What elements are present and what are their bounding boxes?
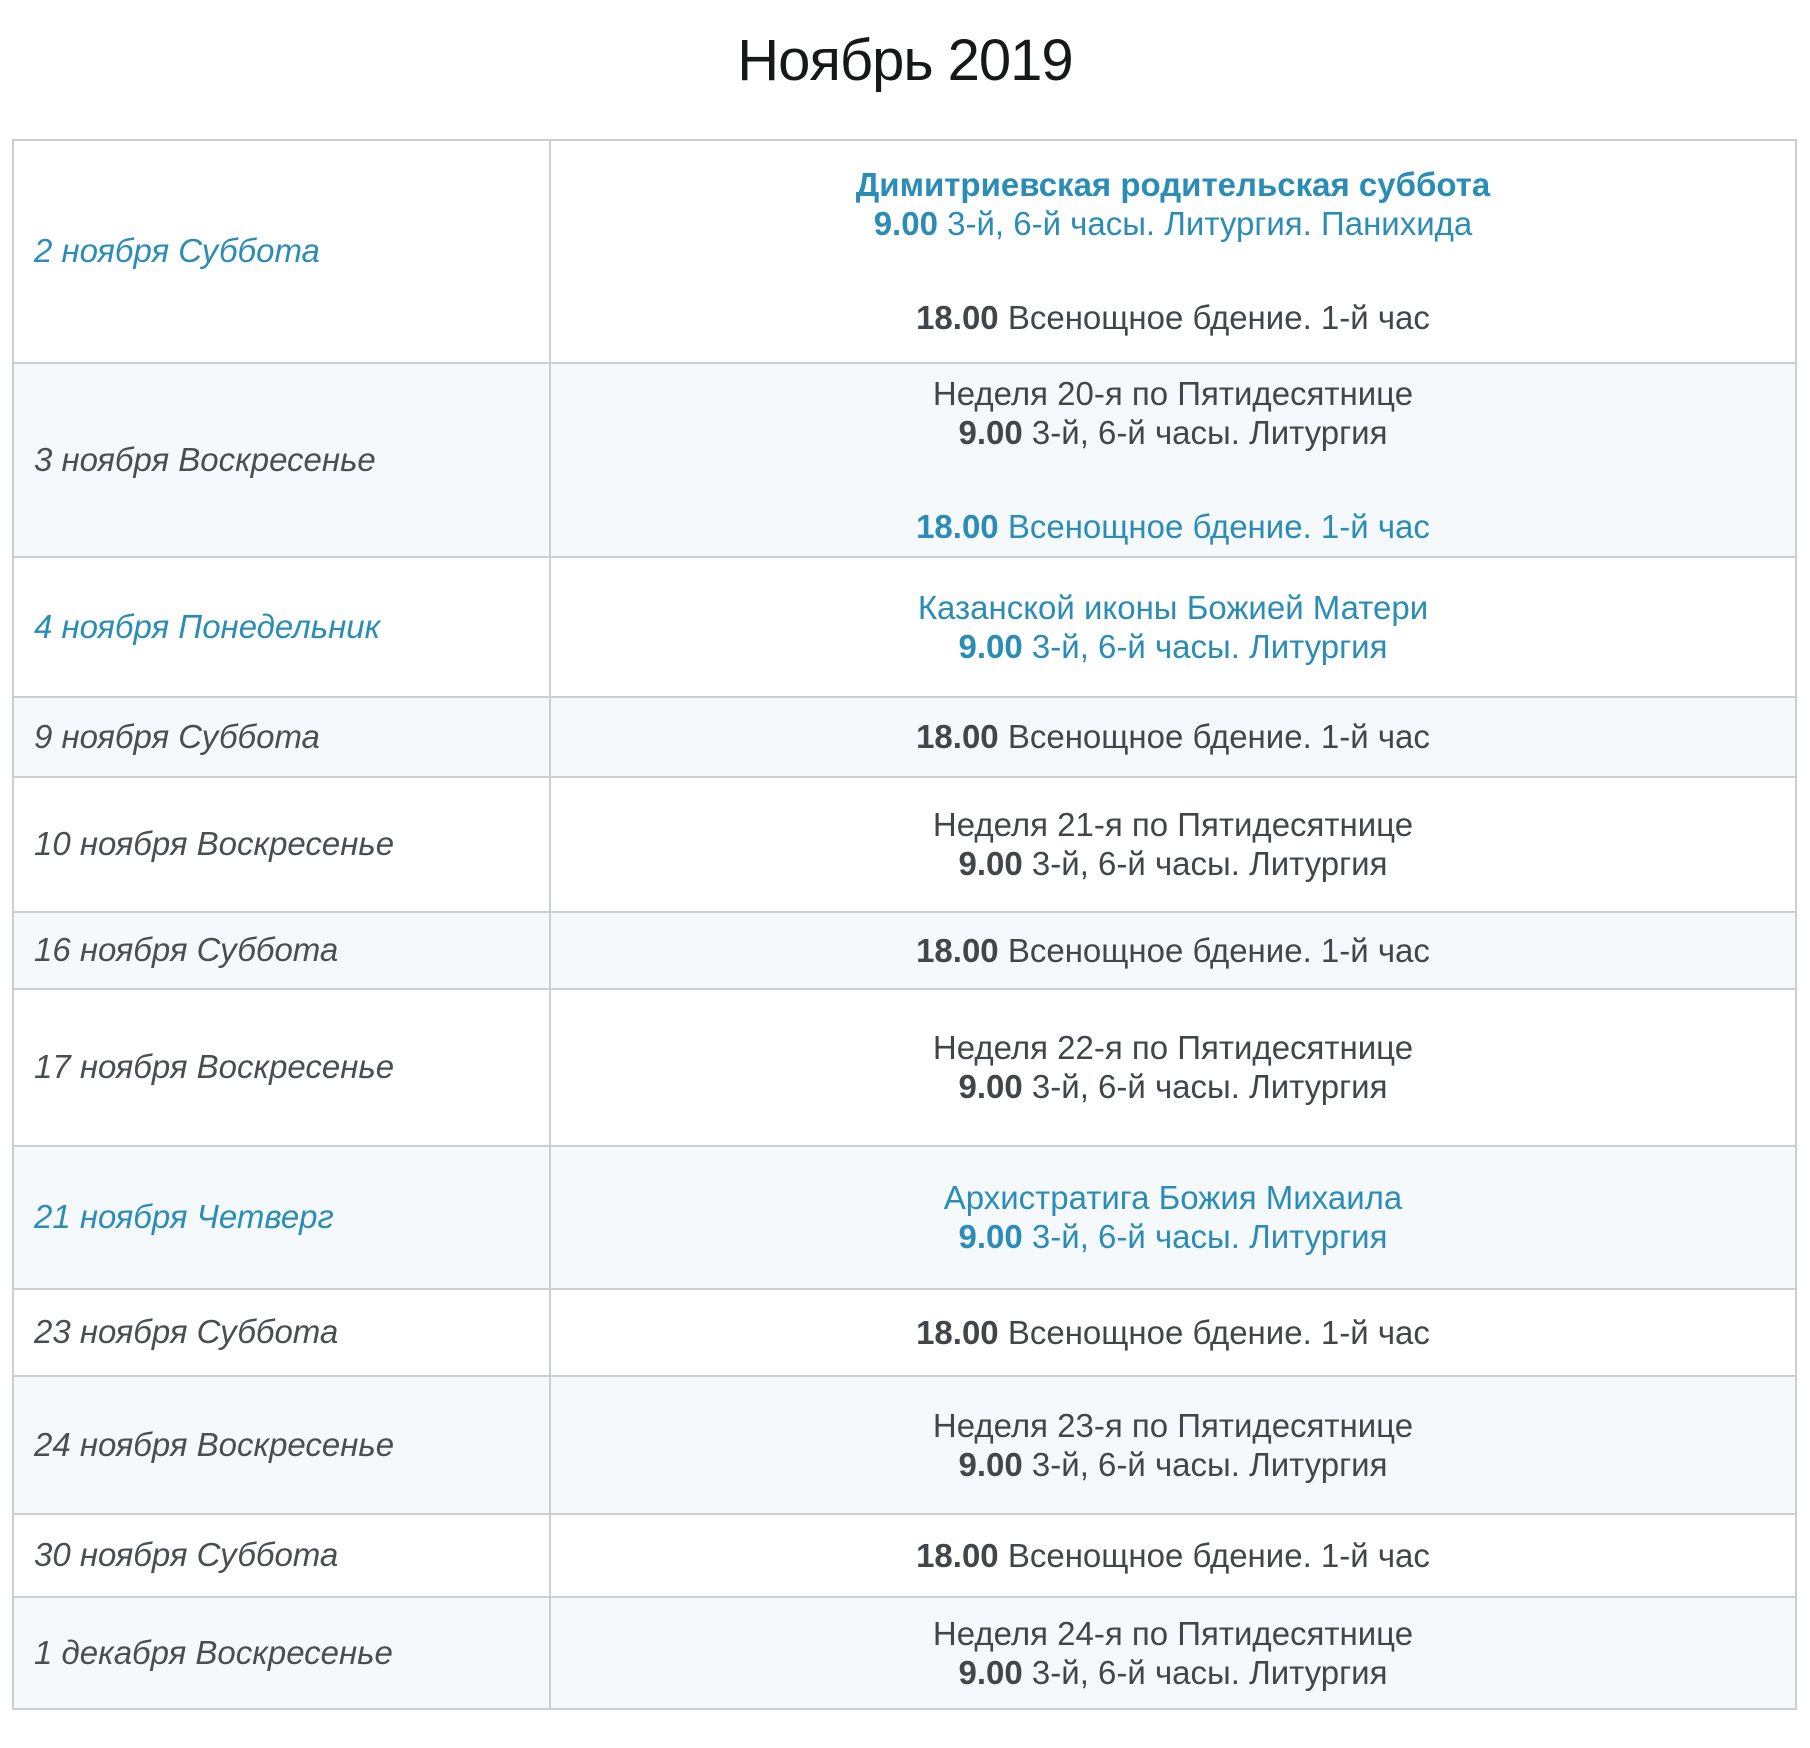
service-line: Архистратига Божия Михаила: [943, 1179, 1403, 1217]
schedule-row: 30 ноября Суббота 18.00 Всенощное бдение.…: [12, 1512, 1797, 1598]
service-line: 9.00 3-й, 6-й часы. Литургия: [958, 1445, 1388, 1483]
service-line: 9.00 3-й, 6-й часы. Литургия: [958, 627, 1388, 665]
services-cell: Неделя 24-я по Пятидесятнице 9.00 3-й, 6-…: [549, 1595, 1797, 1710]
service-block: Архистратига Божия Михаила 9.00 3-й, 6-й …: [565, 1178, 1781, 1256]
date-cell: 21 ноября Четверг: [12, 1144, 551, 1290]
services-cell: Казанской иконы Божией Матери 9.00 3-й, 6…: [549, 555, 1797, 698]
service-line: Неделя 20-я по Пятидесятнице: [932, 374, 1414, 412]
date-cell: 30 ноября Суббота: [12, 1512, 551, 1598]
services-cell: Неделя 22-я по Пятидесятнице 9.00 3-й, 6-…: [549, 987, 1797, 1147]
service-line: 18.00 Всенощное бдение. 1-й час: [916, 718, 1430, 756]
services-cell: Неделя 21-я по Пятидесятнице 9.00 3-й, 6-…: [549, 775, 1797, 913]
service-time: 9.00: [958, 413, 1023, 451]
schedule-row: 2 ноября Суббота Димитриевская родительск…: [12, 138, 1797, 364]
schedule-row: 4 ноября Понедельник Казанской иконы Божи…: [12, 555, 1797, 698]
date-cell: 2 ноября Суббота: [12, 138, 551, 364]
date-cell: 17 ноября Воскресенье: [12, 987, 551, 1147]
service-line: Неделя 23-я по Пятидесятнице: [932, 1406, 1414, 1444]
service-line: 18.00 Всенощное бдение. 1-й час: [916, 931, 1430, 969]
service-line: Неделя 21-я по Пятидесятнице: [932, 806, 1414, 844]
services-cell: 18.00 Всенощное бдение. 1-й час: [549, 1287, 1797, 1377]
service-block: 18.00 Всенощное бдение. 1-й час: [565, 507, 1781, 546]
service-time: 9.00: [873, 205, 938, 243]
date-cell: 16 ноября Суббота: [12, 910, 551, 990]
service-line: 9.00 3-й, 6-й часы. Литургия: [958, 845, 1388, 883]
service-line: Неделя 24-я по Пятидесятнице: [932, 1614, 1414, 1652]
service-line: 9.00 3-й, 6-й часы. Литургия: [958, 1218, 1388, 1256]
schedule-row: 16 ноября Суббота 18.00 Всенощное бдение.…: [12, 910, 1797, 990]
service-time: 9.00: [958, 627, 1023, 665]
service-time: 9.00: [958, 1445, 1023, 1483]
service-block: Казанской иконы Божией Матери 9.00 3-й, 6…: [565, 588, 1781, 666]
schedule-table: 2 ноября Суббота Димитриевская родительск…: [12, 138, 1797, 1710]
services-cell: 18.00 Всенощное бдение. 1-й час: [549, 1512, 1797, 1598]
schedule-body: 2 ноября Суббота Димитриевская родительск…: [12, 138, 1797, 1710]
services-cell: 18.00 Всенощное бдение. 1-й час: [549, 910, 1797, 990]
schedule-row: 1 декабря Воскресенье Неделя 24-я по Пяти…: [12, 1595, 1797, 1710]
service-line: Димитриевская родительская суббота: [565, 165, 1781, 204]
service-line: Неделя 22-я по Пятидесятнице: [932, 1029, 1414, 1067]
service-line: Казанской иконы Божией Матери: [917, 588, 1429, 626]
date-cell: 9 ноября Суббота: [12, 695, 551, 778]
service-block: 18.00 Всенощное бдение. 1-й час: [565, 298, 1781, 337]
date-cell: 23 ноября Суббота: [12, 1287, 551, 1377]
service-block: Неделя 21-я по Пятидесятнице 9.00 3-й, 6-…: [565, 805, 1781, 883]
services-cell: Неделя 23-я по Пятидесятнице 9.00 3-й, 6-…: [549, 1374, 1797, 1515]
date-cell: 3 ноября Воскресенье: [12, 361, 551, 558]
service-block: Димитриевская родительская суббота 9.00 3…: [565, 165, 1781, 243]
service-time: 18.00: [916, 299, 999, 337]
date-cell: 4 ноября Понедельник: [12, 555, 551, 698]
service-block: Неделя 20-я по Пятидесятнице 9.00 3-й, 6-…: [565, 374, 1781, 452]
service-line: 18.00 Всенощное бдение. 1-й час: [916, 1536, 1430, 1574]
service-line: 9.00 3-й, 6-й часы. Литургия: [958, 413, 1388, 451]
schedule-row: 21 ноября Четверг Архистратига Божия Миха…: [12, 1144, 1797, 1290]
service-time: 9.00: [958, 1068, 1023, 1106]
services-cell: Димитриевская родительская суббота 9.00 3…: [549, 138, 1797, 364]
date-cell: 24 ноября Воскресенье: [12, 1374, 551, 1515]
service-time: 9.00: [958, 845, 1023, 883]
service-line: 9.00 3-й, 6-й часы. Литургия: [958, 1653, 1388, 1691]
service-line: 9.00 3-й, 6-й часы. Литургия. Панихида: [873, 205, 1473, 243]
service-block: 18.00 Всенощное бдение. 1-й час: [565, 1536, 1781, 1575]
service-time: 9.00: [958, 1218, 1023, 1256]
service-time: 18.00: [916, 718, 999, 756]
date-cell: 10 ноября Воскресенье: [12, 775, 551, 913]
services-cell: Неделя 20-я по Пятидесятнице 9.00 3-й, 6-…: [549, 361, 1797, 558]
service-line: 18.00 Всенощное бдение. 1-й час: [916, 1313, 1430, 1351]
service-block: Неделя 23-я по Пятидесятнице 9.00 3-й, 6-…: [565, 1406, 1781, 1484]
service-line: 18.00 Всенощное бдение. 1-й час: [916, 299, 1430, 337]
schedule-row: 23 ноября Суббота 18.00 Всенощное бдение.…: [12, 1287, 1797, 1377]
service-block: Неделя 24-я по Пятидесятнице 9.00 3-й, 6-…: [565, 1614, 1781, 1692]
date-cell: 1 декабря Воскресенье: [12, 1595, 551, 1710]
service-block: 18.00 Всенощное бдение. 1-й час: [565, 1313, 1781, 1352]
service-time: 18.00: [916, 507, 999, 545]
service-line: 9.00 3-й, 6-й часы. Литургия: [958, 1068, 1388, 1106]
page-title: Ноябрь 2019: [737, 28, 1073, 93]
holiday-title: Димитриевская родительская суббота: [855, 166, 1491, 204]
services-cell: 18.00 Всенощное бдение. 1-й час: [549, 695, 1797, 778]
schedule-row: 17 ноября Воскресенье Неделя 22-я по Пяти…: [12, 987, 1797, 1147]
service-time: 18.00: [916, 931, 999, 969]
service-line: 18.00 Всенощное бдение. 1-й час: [916, 507, 1430, 545]
service-block: Неделя 22-я по Пятидесятнице 9.00 3-й, 6-…: [565, 1028, 1781, 1106]
service-time: 9.00: [958, 1653, 1023, 1691]
service-time: 18.00: [916, 1313, 999, 1351]
schedule-row: 10 ноября Воскресенье Неделя 21-я по Пяти…: [12, 775, 1797, 913]
service-time: 18.00: [916, 1536, 999, 1574]
schedule-row: 24 ноября Воскресенье Неделя 23-я по Пяти…: [12, 1374, 1797, 1515]
services-cell: Архистратига Божия Михаила 9.00 3-й, 6-й …: [549, 1144, 1797, 1290]
service-block: 18.00 Всенощное бдение. 1-й час: [565, 717, 1781, 756]
schedule-row: 9 ноября Суббота 18.00 Всенощное бдение. …: [12, 695, 1797, 778]
schedule-row: 3 ноября Воскресенье Неделя 20-я по Пятид…: [12, 361, 1797, 558]
service-block: 18.00 Всенощное бдение. 1-й час: [565, 931, 1781, 970]
